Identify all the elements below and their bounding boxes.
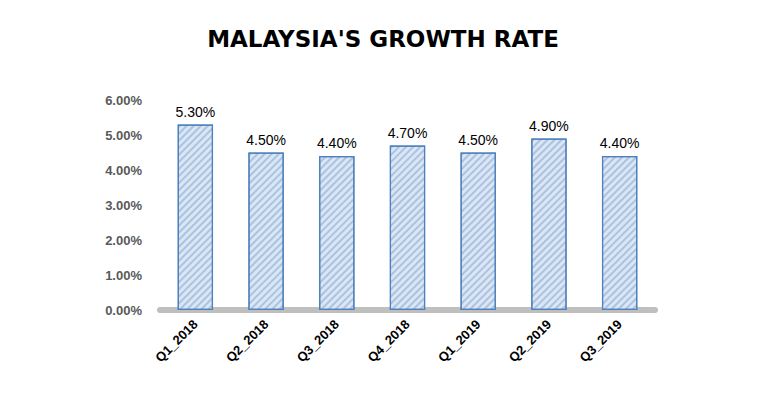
- svg-text:Q4_2018: Q4_2018: [364, 317, 412, 365]
- svg-text:Q3_2018: Q3_2018: [294, 317, 342, 365]
- svg-text:5.30%: 5.30%: [176, 104, 216, 120]
- svg-text:Q2_2019: Q2_2019: [506, 317, 554, 365]
- svg-text:MALAYSIA'S GROWTH RATE: MALAYSIA'S GROWTH RATE: [207, 26, 559, 52]
- svg-text:4.00%: 4.00%: [105, 163, 142, 178]
- svg-text:1.00%: 1.00%: [105, 268, 142, 283]
- svg-text:4.40%: 4.40%: [317, 135, 357, 151]
- svg-text:3.00%: 3.00%: [105, 198, 142, 213]
- svg-text:4.90%: 4.90%: [529, 118, 569, 134]
- svg-text:4.70%: 4.70%: [388, 125, 428, 141]
- svg-text:Q3_2019: Q3_2019: [577, 317, 625, 365]
- svg-text:4.50%: 4.50%: [246, 132, 286, 148]
- svg-text:4.40%: 4.40%: [600, 135, 640, 151]
- svg-text:Q2_2018: Q2_2018: [223, 317, 271, 365]
- svg-text:0.00%: 0.00%: [105, 303, 142, 318]
- svg-text:5.00%: 5.00%: [105, 128, 142, 143]
- svg-text:2.00%: 2.00%: [105, 233, 142, 248]
- svg-text:6.00%: 6.00%: [105, 93, 142, 108]
- svg-text:Q1_2019: Q1_2019: [435, 317, 483, 365]
- svg-text:Q1_2018: Q1_2018: [152, 317, 200, 365]
- svg-text:4.50%: 4.50%: [458, 132, 498, 148]
